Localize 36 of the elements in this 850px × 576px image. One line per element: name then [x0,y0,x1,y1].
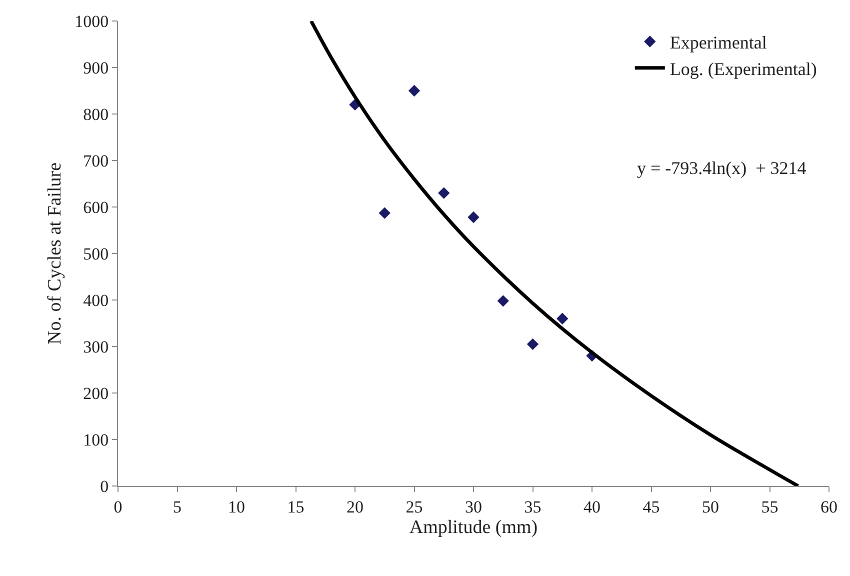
y-tick-label: 1000 [74,12,109,31]
x-axis-title: Amplitude (mm) [409,517,538,538]
y-tick-label: 100 [83,430,109,450]
point [497,295,509,307]
x-tick-label: 30 [465,497,482,516]
point [468,211,480,224]
y-tick-label: 0 [100,476,109,496]
x-tick-label: 15 [287,497,304,516]
x-tick-label: 60 [820,497,838,516]
x-tick-label: 0 [114,497,122,516]
x-tick-label: 10 [228,497,245,516]
y-tick-label: 900 [83,58,109,78]
x-tick-label: 5 [173,497,182,516]
point [438,187,450,199]
point [526,338,539,350]
point [556,312,568,324]
legend-label: Experimental [670,32,767,53]
y-tick-label: 600 [83,198,109,217]
x-tick-label: 20 [346,497,364,516]
y-tick-label: 400 [83,290,109,310]
annotation: y = -793.4ln(x) + 3214 [637,158,806,178]
point [378,207,390,219]
x-tick-label: 40 [584,497,600,516]
x-tick-label: 35 [524,497,542,516]
x-tick-label: 55 [761,497,778,516]
y-tick-label: 700 [83,151,109,170]
y-tick-label: 200 [83,384,109,403]
y-tick-label: 500 [83,244,109,264]
x-tick-label: 25 [406,497,423,516]
point [408,84,420,97]
y-axis-title: No. of Cycles at Failure [44,162,66,345]
y-tick-label: 300 [83,337,109,356]
y-tick-label: 800 [83,104,109,124]
legend-label: Log. (Experimental) [670,58,817,79]
x-tick-label: 45 [642,497,660,516]
x-tick-label: 50 [702,497,719,516]
